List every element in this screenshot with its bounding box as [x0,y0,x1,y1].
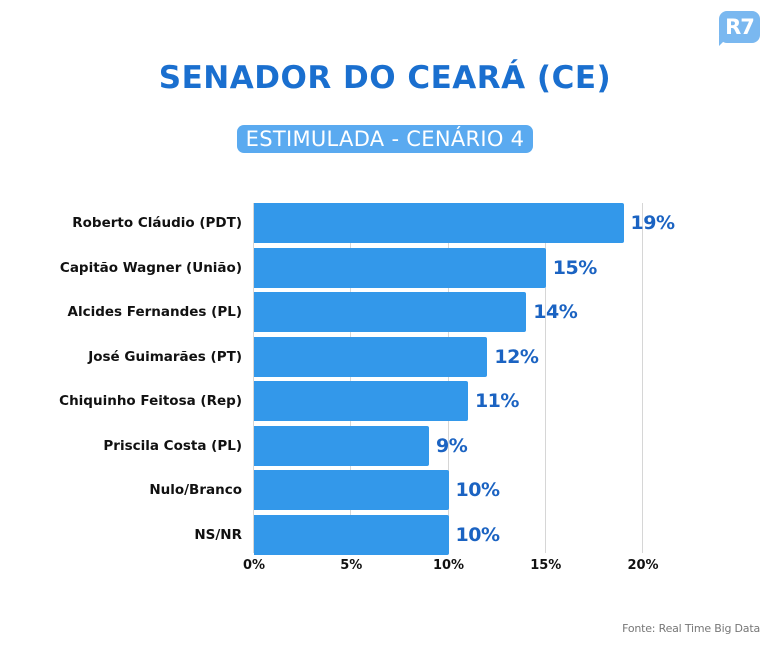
category-label: Alcides Fernandes (PL) [67,304,242,320]
gridline [642,203,643,553]
category-label: NS/NR [194,526,242,543]
x-tick-label: 10% [432,558,465,573]
bar-row: Roberto Cláudio (PDT) 19% [0,203,770,243]
bar [254,203,624,243]
bar-row: José Guimarães (PT) 12% [0,336,770,377]
bar [254,247,546,288]
value-label: 15% [552,256,597,279]
value-label: 9% [436,434,468,457]
gridline [544,203,546,553]
value-label: 10% [455,523,500,546]
chart-subtitle-badge: ESTIMULADA - CENÁRIO 4 [236,125,534,153]
x-tick-label: 15% [530,558,562,573]
value-label: 12% [494,345,539,368]
bar-row: Nulo/Branco 10% [0,470,770,510]
bar [254,292,527,332]
category-label: Nulo/Branco [149,482,242,498]
bar [254,514,449,555]
bar-row: Alcides Fernandes (PL) 14% [0,292,770,332]
value-label: 11% [474,390,519,412]
bar-row: Chiquinho Feitosa (Rep) 11% [0,381,770,421]
category-label: Chiquinho Feitosa (Rep) [59,393,242,409]
x-tick-label: 5% [340,558,363,573]
x-tick-label: 20% [627,558,659,573]
value-label: 14% [533,301,578,323]
gridline [350,203,352,553]
x-tick-label: 0% [242,558,266,573]
y-axis-line [253,203,254,553]
logo-speech-tail [719,36,729,46]
bar [254,470,449,510]
source-note: Fonte: Real Time Big Data [622,622,760,635]
bar [254,381,468,421]
chart-title: SENADOR DO CEARÁ (CE) [158,60,612,96]
category-label: Priscila Costa (PL) [103,437,242,454]
bar-row: Capitão Wagner (União) 15% [0,247,770,288]
gridline [447,203,449,553]
value-label: 10% [455,479,500,501]
bar [254,336,488,377]
bar-row: NS/NR 10% [0,514,770,555]
category-label: Capitão Wagner (União) [59,259,242,276]
bar-row: Priscila Costa (PL) 9% [0,425,770,466]
category-label: José Guimarães (PT) [88,348,242,365]
bar [254,425,430,466]
value-label: 19% [630,212,675,234]
category-label: Roberto Cláudio (PDT) [72,215,242,231]
